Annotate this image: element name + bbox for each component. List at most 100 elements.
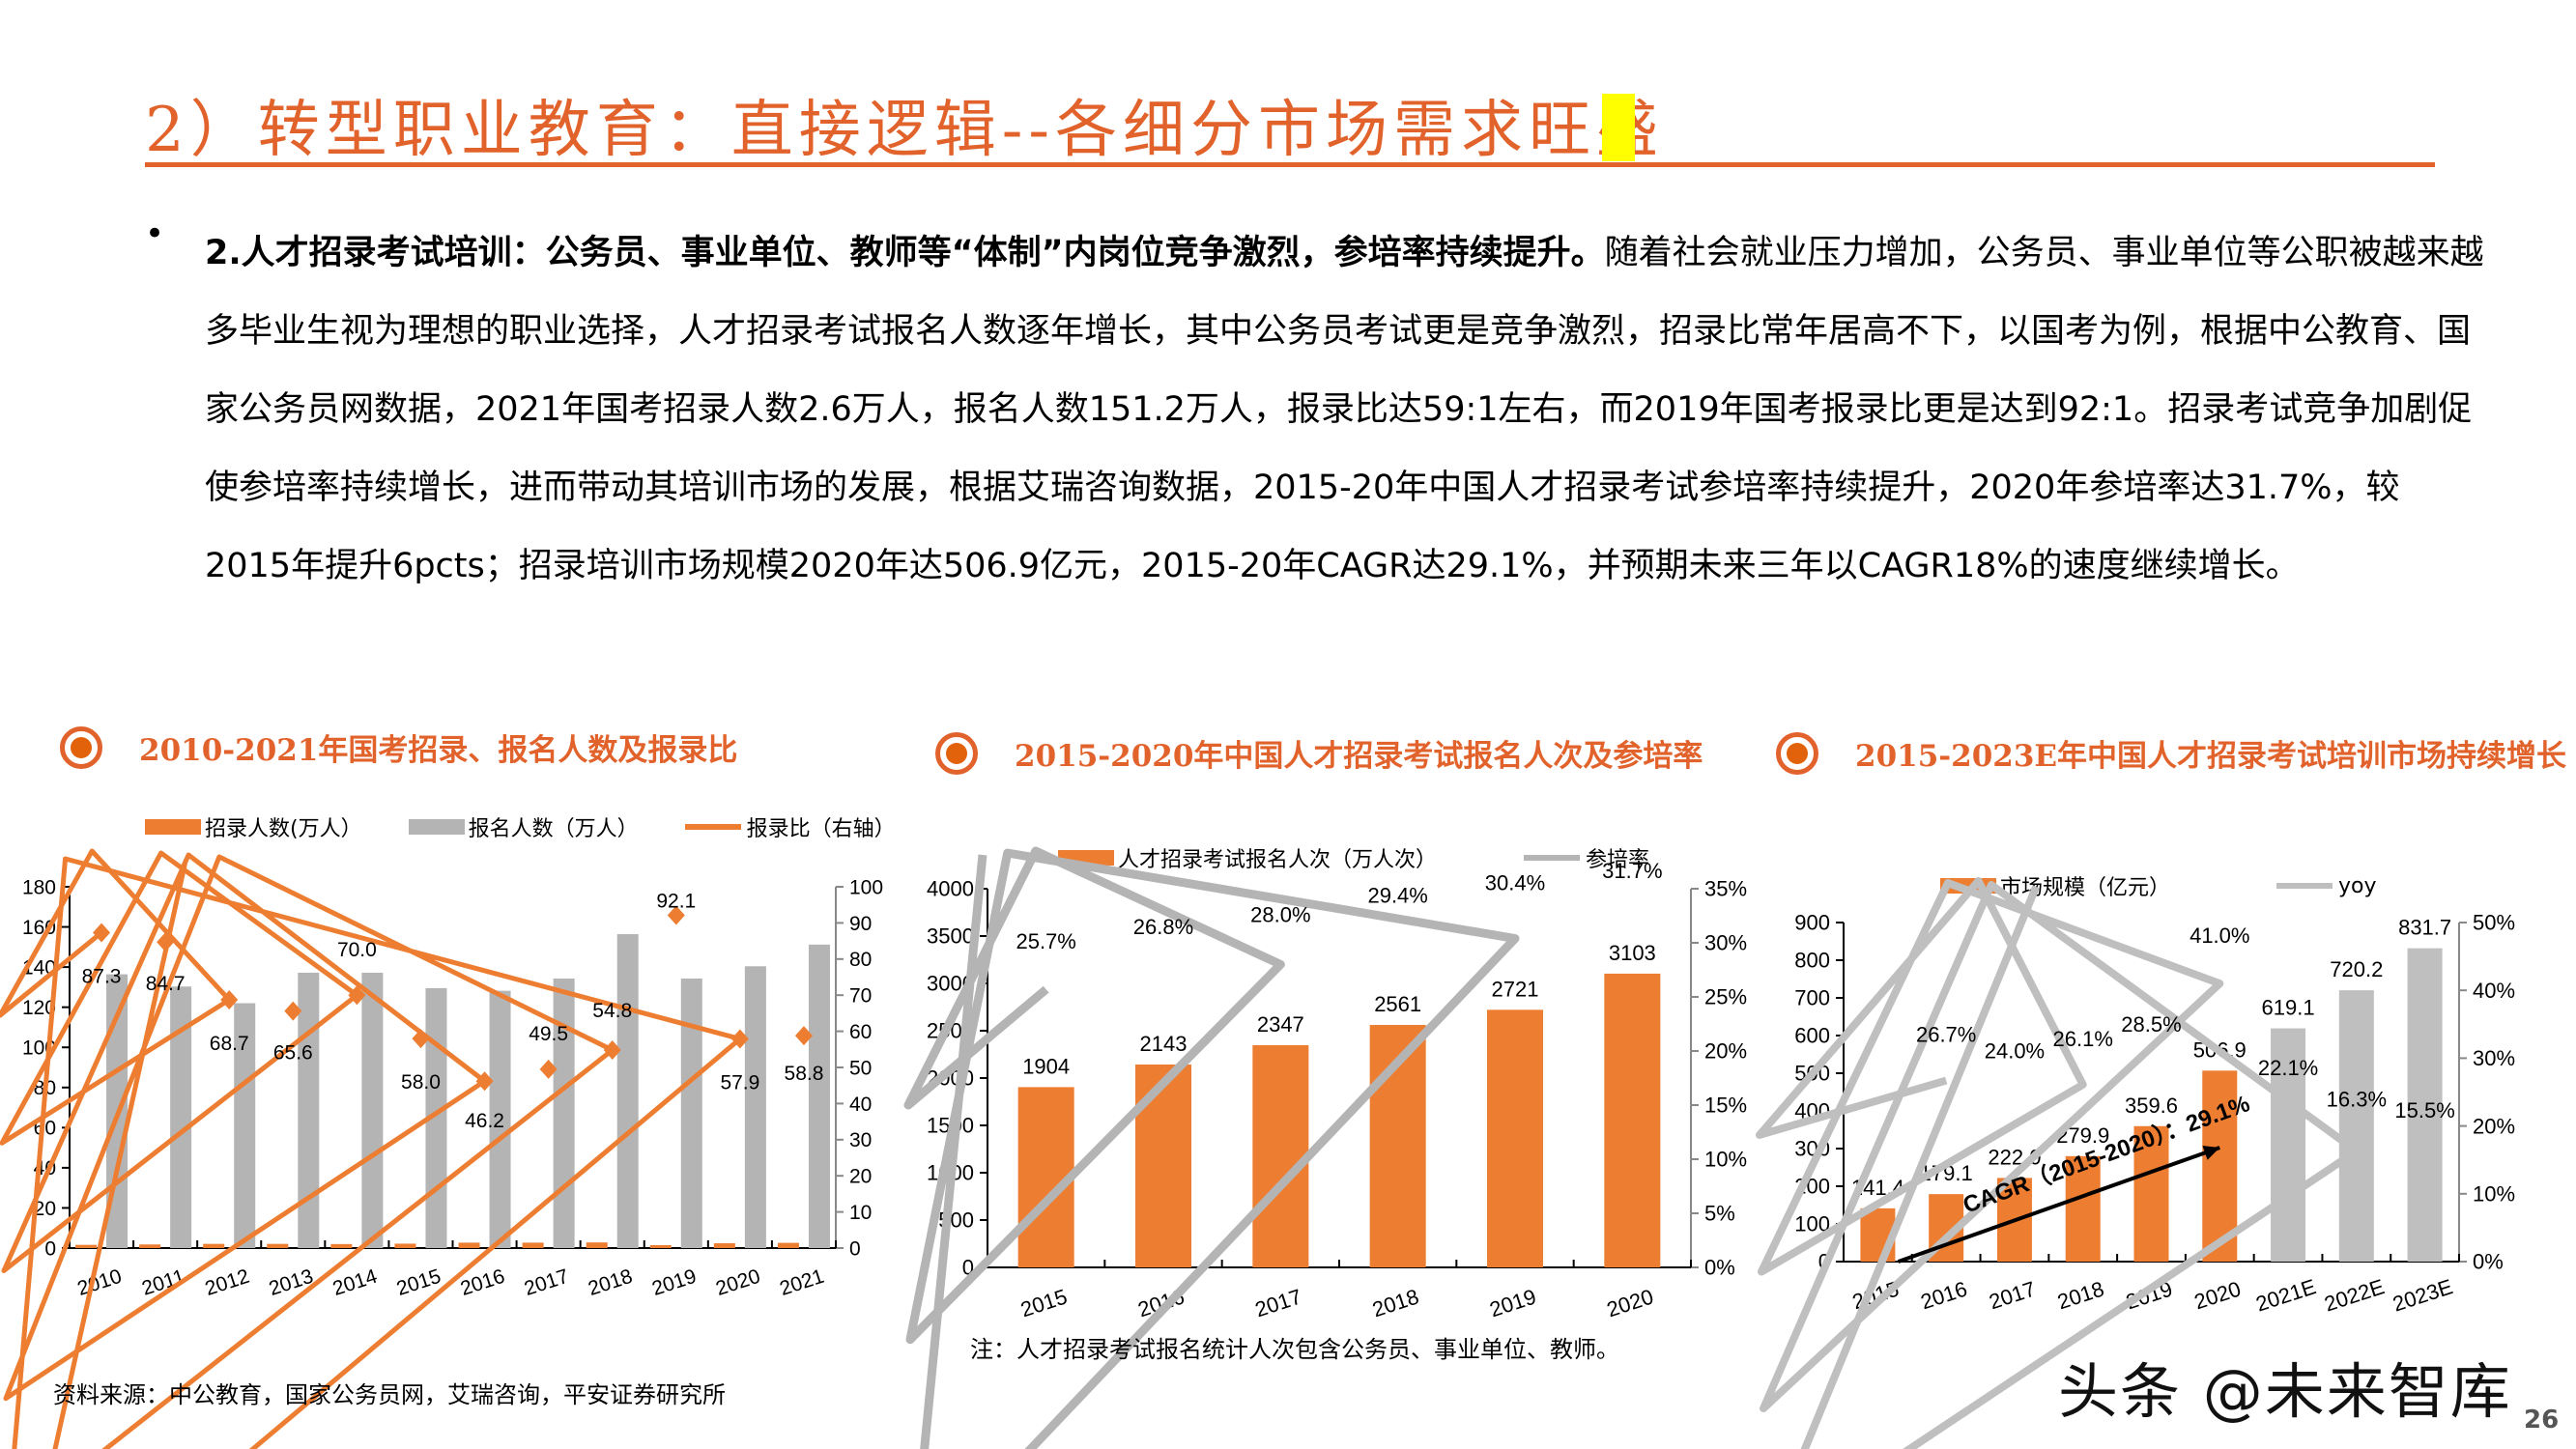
chart2-legend: 人才招录考试报名人次（万人次） 参培率	[1058, 842, 1696, 873]
legend-label: 人才招录考试报名人次（万人次）	[1118, 848, 1438, 872]
line-value-label: 29.4%	[1367, 884, 1427, 908]
x-tick-label: 2016	[1918, 1276, 1970, 1314]
x-tick-label: 2020	[713, 1265, 763, 1300]
x-tick-label: 2019	[1487, 1284, 1539, 1321]
y2-tick-label: 50	[849, 1057, 872, 1079]
y2-tick-label: 40%	[2473, 979, 2515, 1003]
y2-tick-label: 30%	[2473, 1046, 2515, 1070]
x-tick-label: 2017	[1252, 1284, 1304, 1321]
line-value-label: 26.8%	[1133, 915, 1193, 939]
y2-tick-label: 35%	[1704, 877, 1747, 901]
line-value-label: 87.3	[82, 965, 122, 987]
bar	[744, 966, 766, 1248]
bar	[649, 1244, 672, 1248]
line-value-label: 22.1%	[2258, 1056, 2318, 1080]
y2-tick-label: 10%	[1704, 1148, 1747, 1172]
legend-label: yoy	[2338, 873, 2377, 898]
x-tick-label: 2015	[1017, 1284, 1070, 1321]
bar	[808, 944, 830, 1248]
bar	[680, 978, 702, 1248]
bar-value-label: 3103	[1609, 941, 1656, 965]
bar	[2065, 1155, 2101, 1262]
x-tick-label: 2010	[74, 1265, 125, 1300]
bar	[234, 1003, 256, 1248]
x-tick-label: 2012	[202, 1265, 252, 1300]
bar	[777, 1242, 799, 1248]
line-value-label: 70.0	[337, 939, 377, 961]
y2-tick-label: 50%	[2473, 911, 2515, 935]
bar-value-label: 1904	[1022, 1054, 1070, 1078]
chart1-title: 2010-2021年国考招录、报名人数及报录比	[139, 733, 738, 768]
watermark: 头条 @未来智库	[2058, 1356, 2512, 1427]
bar-value-label: 2721	[1492, 977, 1539, 1001]
legend-line-grey	[1524, 855, 1581, 861]
bar-value-label: 2561	[1374, 992, 1421, 1016]
page-number: 26	[2524, 1406, 2560, 1435]
y2-tick-label: 0%	[2473, 1250, 2504, 1274]
chart3-header: 2015-2023E年中国人才招录考试培训市场持续增长	[1776, 731, 2566, 775]
series-line	[0, 848, 743, 1449]
bar	[330, 1243, 353, 1248]
line-value-label: 57.9	[720, 1071, 759, 1094]
line-value-label: 24.0%	[1985, 1039, 2045, 1064]
y2-tick-label: 40	[849, 1094, 872, 1116]
bar	[616, 934, 639, 1248]
line-value-label: 15.5%	[2394, 1098, 2454, 1122]
legend-line-marker-icon	[684, 824, 741, 830]
chart2-note: 注：人才招录考试报名统计人次包含公务员、事业单位、教师。	[970, 1336, 1619, 1363]
y2-tick-label: 80	[849, 949, 872, 971]
diamond-marker-icon	[93, 923, 111, 943]
diamond-marker-icon	[284, 1001, 302, 1021]
y2-tick-label: 90	[849, 913, 872, 935]
x-tick-label: 2013	[267, 1265, 317, 1300]
target-icon	[60, 725, 102, 769]
line-value-label: 54.8	[592, 1000, 632, 1022]
x-tick-label: 2018	[1369, 1284, 1421, 1321]
diamond-marker-icon	[539, 1059, 558, 1079]
line-value-label: 46.2	[465, 1110, 504, 1132]
bar	[1487, 1009, 1543, 1267]
line-value-label: 65.6	[273, 1042, 313, 1065]
series-line	[1756, 877, 2361, 1449]
diamond-marker-icon	[730, 1029, 749, 1049]
bar	[1604, 973, 1661, 1267]
source-citation: 资料来源：中公教育，国家公务员网，艾瑞咨询，平安证券研究所	[53, 1381, 726, 1408]
bar	[2338, 990, 2374, 1262]
x-tick-label: 2018	[2054, 1276, 2106, 1314]
y-tick-label: 900	[1794, 911, 1830, 935]
target-icon	[935, 731, 978, 775]
bar-value-label: 359.6	[2125, 1094, 2178, 1118]
chart2-title: 2015-2020年中国人才招录考试报名人次及参培率	[1015, 739, 1703, 774]
legend-swatch-grey	[408, 819, 465, 835]
line-value-label: 41.0%	[2190, 923, 2249, 948]
x-tick-label: 2019	[2123, 1276, 2175, 1314]
line-value-label: 92.1	[656, 891, 696, 913]
line-value-label: 58.0	[401, 1071, 441, 1094]
bar	[2202, 1070, 2238, 1262]
y-tick-label: 600	[1794, 1024, 1830, 1048]
legend-item: 参培率	[1524, 842, 1649, 873]
diamond-marker-icon	[475, 1071, 494, 1092]
chart2-header: 2015-2020年中国人才招录考试报名人次及参培率	[935, 731, 1703, 775]
line-value-label: 68.7	[210, 1033, 249, 1055]
chart2-plot: 050010001500200025003000350040000%5%10%1…	[903, 846, 1747, 1449]
bar	[522, 1242, 544, 1248]
diamond-marker-icon	[157, 932, 175, 952]
y2-tick-label: 5%	[1704, 1202, 1735, 1226]
bar	[713, 1243, 735, 1248]
y-tick-label: 3500	[927, 924, 974, 949]
bar	[2407, 948, 2443, 1262]
line-value-label: 31.7%	[1602, 859, 1662, 883]
y2-tick-label: 20%	[1704, 1039, 1747, 1064]
chart3-title: 2015-2023E年中国人才招录考试培训市场持续增长	[1855, 739, 2567, 774]
x-tick-label: 2022E	[2321, 1274, 2387, 1316]
bar-value-label: 2347	[1257, 1012, 1304, 1037]
x-tick-label: 2023E	[2390, 1274, 2455, 1316]
bar	[75, 1244, 98, 1248]
chart1-legend: 招录人数(万人） 报名人数（万人） 报录比（右轴）	[145, 811, 942, 842]
y2-tick-label: 30%	[1704, 931, 1747, 955]
legend-label: 报名人数（万人）	[468, 817, 639, 841]
x-tick-label: 2018	[586, 1265, 636, 1300]
chart1-plot: 0204060801001201401601800102030405060708…	[0, 848, 883, 1449]
y-tick-label: 20	[34, 1198, 56, 1220]
